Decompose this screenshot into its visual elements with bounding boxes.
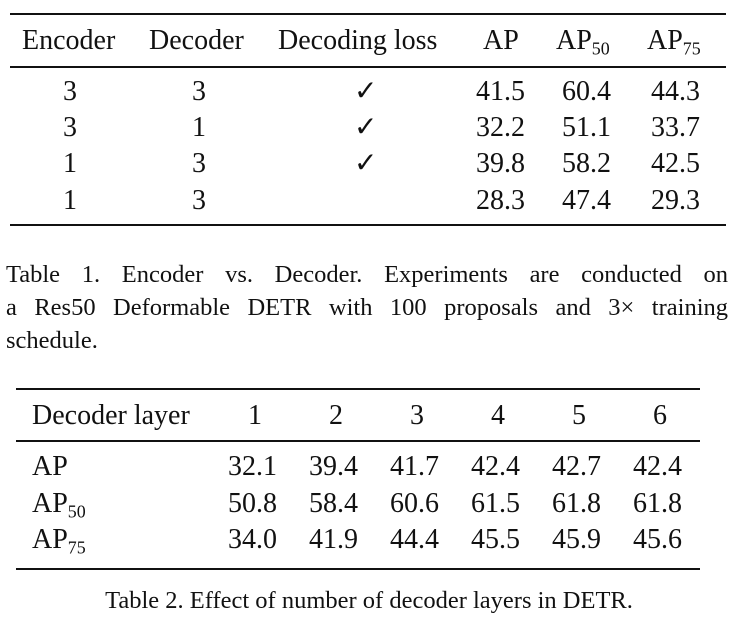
header-ap: AP	[483, 25, 519, 56]
table-row-ap50-value-1: 50.8	[228, 488, 277, 519]
table-1-caption: Table 1. Encoder vs. Decoder. Experiment…	[6, 258, 728, 357]
table-row-ap-value-5: 42.7	[552, 451, 601, 482]
header-layer-3: 3	[410, 400, 424, 431]
table-row-1-encoder: 3	[63, 112, 77, 143]
table-2-top-rule	[16, 388, 700, 390]
table-row-ap75-value-3: 44.4	[390, 524, 439, 555]
table-row-ap75-value-5: 45.9	[552, 524, 601, 555]
header-layer-5: 5	[572, 400, 586, 431]
table-row-1-ap: 32.2	[476, 112, 525, 143]
table-row-0-decoder: 3	[192, 76, 206, 107]
table-row-2-decoder: 3	[192, 148, 206, 179]
table-row-ap-value-6: 42.4	[633, 451, 682, 482]
caption-1-line-3: schedule.	[6, 327, 98, 354]
table-row-3-decoder: 3	[192, 185, 206, 216]
table-row-ap-value-2: 39.4	[309, 451, 358, 482]
header-layer-1: 1	[248, 400, 262, 431]
header-ap75: AP75	[647, 25, 701, 59]
table-row-2-loss: ✓	[354, 148, 378, 179]
table-row-3-ap50: 47.4	[562, 185, 611, 216]
table-1: Encoder Decoder Decoding loss AP AP50 AP…	[0, 0, 738, 240]
header-decoder-layer: Decoder layer	[32, 400, 190, 431]
table-row-1-loss: ✓	[354, 112, 378, 143]
row-label-ap: AP	[32, 451, 68, 482]
header-encoder: Encoder	[22, 25, 116, 56]
table-row-ap-value-4: 42.4	[471, 451, 520, 482]
table-1-top-rule	[10, 13, 726, 15]
table-row-0-ap: 41.5	[476, 76, 525, 107]
row-label-ap50: AP50	[32, 488, 86, 522]
table-row-ap50-value-4: 61.5	[471, 488, 520, 519]
table-1-mid-rule	[10, 66, 726, 68]
table-row-3-ap75: 29.3	[651, 185, 700, 216]
row-label-ap75: AP75	[32, 524, 86, 558]
header-ap50: AP50	[556, 25, 610, 59]
table-row-2-ap75: 42.5	[651, 148, 700, 179]
table-row-2-ap: 39.8	[476, 148, 525, 179]
table-2-caption: Table 2. Effect of number of decoder lay…	[105, 587, 633, 614]
table-row-ap50-value-6: 61.8	[633, 488, 682, 519]
caption-1-line-1: Table 1. Encoder vs. Decoder. Experiment…	[6, 261, 728, 288]
header-decoding-loss: Decoding loss	[278, 25, 438, 56]
table-row-2-ap50: 58.2	[562, 148, 611, 179]
table-row-3-encoder: 1	[63, 185, 77, 216]
table-row-ap-value-3: 41.7	[390, 451, 439, 482]
table-2: Decoder layer 1 2 3 4 5 6 AP 32.1 39.4 4…	[0, 380, 738, 580]
table-row-0-loss: ✓	[354, 76, 378, 107]
caption-1-line-2: a Res50 Deformable DETR with 100 proposa…	[6, 294, 728, 321]
table-row-0-ap50: 60.4	[562, 76, 611, 107]
table-row-ap75-value-2: 41.9	[309, 524, 358, 555]
table-row-ap50-value-2: 58.4	[309, 488, 358, 519]
table-row-2-encoder: 1	[63, 148, 77, 179]
table-row-ap75-value-4: 45.5	[471, 524, 520, 555]
table-row-ap75-value-6: 45.6	[633, 524, 682, 555]
table-row-3-ap: 28.3	[476, 185, 525, 216]
header-layer-4: 4	[491, 400, 505, 431]
table-row-ap-value-1: 32.1	[228, 451, 277, 482]
header-layer-2: 2	[329, 400, 343, 431]
header-decoder: Decoder	[149, 25, 244, 56]
table-row-0-ap75: 44.3	[651, 76, 700, 107]
table-row-1-ap50: 51.1	[562, 112, 611, 143]
table-row-ap50-value-3: 60.6	[390, 488, 439, 519]
table-1-bottom-rule	[10, 224, 726, 226]
table-row-ap50-value-5: 61.8	[552, 488, 601, 519]
table-2-mid-rule	[16, 440, 700, 442]
header-layer-6: 6	[653, 400, 667, 431]
table-row-1-ap75: 33.7	[651, 112, 700, 143]
table-2-bottom-rule	[16, 568, 700, 570]
table-row-ap75-value-1: 34.0	[228, 524, 277, 555]
table-row-0-encoder: 3	[63, 76, 77, 107]
table-row-1-decoder: 1	[192, 112, 206, 143]
